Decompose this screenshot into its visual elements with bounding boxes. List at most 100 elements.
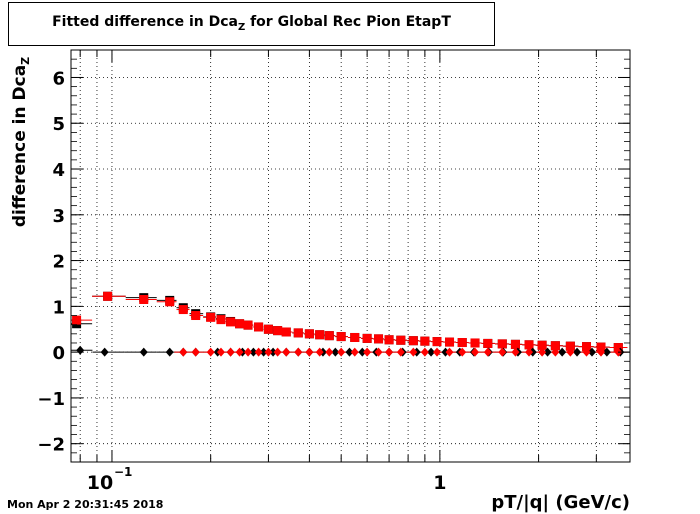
data-point-diamond <box>363 347 372 357</box>
data-point-diamond <box>385 347 394 357</box>
data-point-square <box>103 291 113 301</box>
data-point-square <box>139 294 149 304</box>
data-point-diamond <box>337 347 346 357</box>
y-tick-label: 2 <box>52 252 65 273</box>
data-point-diamond <box>558 347 567 357</box>
y-tick-label: −2 <box>37 435 65 456</box>
data-point-diamond <box>179 347 188 357</box>
data-point-diamond <box>139 347 148 357</box>
data-point-square <box>350 332 360 342</box>
data-point-diamond <box>543 347 552 357</box>
data-point-diamond <box>458 347 467 357</box>
data-point-square <box>408 336 418 346</box>
y-tick-label: 1 <box>52 297 65 318</box>
data-point-square <box>178 305 188 315</box>
y-tick-label: 4 <box>52 160 65 181</box>
x-tick-exponent: −1 <box>114 465 132 479</box>
data-point-diamond <box>259 347 268 357</box>
data-point-square <box>336 332 346 342</box>
data-point-diamond <box>483 347 492 357</box>
data-point-diamond <box>216 347 225 357</box>
data-point-square <box>396 335 406 345</box>
data-point-diamond <box>76 345 85 355</box>
axis-ticks <box>71 50 630 463</box>
data-point-square <box>72 315 82 325</box>
data-point-square <box>324 331 334 341</box>
data-point-diamond <box>282 347 291 357</box>
x-tick-label: 1 <box>433 472 446 494</box>
data-point-diamond <box>427 347 436 357</box>
data-point-square <box>315 330 325 340</box>
data-point-diamond <box>597 347 606 357</box>
data-point-diamond <box>100 347 109 357</box>
data-point-diamond <box>165 347 174 357</box>
grid-lines <box>71 50 630 462</box>
data-point-diamond <box>573 347 582 357</box>
data-point-diamond <box>445 347 454 357</box>
data-point-diamond <box>587 347 596 357</box>
data-point-diamond <box>433 347 442 357</box>
data-point-diamond <box>273 347 282 357</box>
chart-title: Fitted difference in DcaZ for Global Rec… <box>52 14 451 33</box>
data-point-diamond <box>511 347 520 357</box>
x-tick-label: 10 <box>87 472 113 494</box>
data-point-diamond <box>244 347 253 357</box>
data-point-square <box>293 328 303 338</box>
data-point-square <box>550 341 560 351</box>
data-point-square <box>235 319 245 329</box>
y-axis-label: difference in DcaZ <box>9 56 33 228</box>
y-tick-label: −1 <box>37 389 65 410</box>
data-point-diamond <box>525 347 534 357</box>
data-point-square <box>226 317 236 327</box>
data-point-square <box>537 340 547 350</box>
data-point-square <box>216 315 226 325</box>
data-point-square <box>457 338 467 348</box>
data-point-square <box>483 338 493 348</box>
data-point-diamond <box>269 347 278 357</box>
data-point-square <box>191 311 201 321</box>
data-point-square <box>497 339 507 349</box>
y-tick-label: 5 <box>52 114 65 135</box>
data-point-square <box>263 324 273 334</box>
data-point-square <box>565 341 575 351</box>
chart-title-box: Fitted difference in DcaZ for Global Rec… <box>8 2 495 46</box>
data-point-diamond <box>315 347 324 357</box>
data-point-square <box>470 338 480 348</box>
data-point-diamond <box>602 347 611 357</box>
data-point-diamond <box>294 347 303 357</box>
x-axis-label: pT/|q| (GeV/c) <box>491 492 630 513</box>
data-markers <box>72 291 625 357</box>
data-point-square <box>362 333 372 343</box>
data-point-square <box>420 336 430 346</box>
data-point-diamond <box>566 347 575 357</box>
data-point-diamond <box>409 347 418 357</box>
data-point-square <box>596 342 606 352</box>
y-tick-label: 6 <box>52 68 65 89</box>
data-point-square <box>582 342 592 352</box>
data-point-diamond <box>254 347 263 357</box>
plot-frame <box>70 49 631 463</box>
data-point-diamond <box>551 347 560 357</box>
data-point-diamond <box>374 347 383 357</box>
data-point-square <box>254 322 264 332</box>
data-point-diamond <box>226 347 235 357</box>
data-point-diamond <box>235 347 244 357</box>
data-point-square <box>281 327 291 337</box>
data-point-square <box>165 297 175 307</box>
data-point-square <box>206 312 216 322</box>
data-point-diamond <box>498 347 507 357</box>
data-point-square <box>243 320 253 330</box>
data-point-square <box>613 343 623 353</box>
data-point-diamond <box>582 347 591 357</box>
y-tick-label: 3 <box>52 206 65 227</box>
data-point-diamond <box>350 347 359 357</box>
data-point-square <box>374 334 384 344</box>
data-point-square <box>273 326 283 336</box>
data-point-diamond <box>420 347 429 357</box>
data-point-square <box>524 340 534 350</box>
data-point-diamond <box>331 347 340 357</box>
data-point-diamond <box>191 347 200 357</box>
data-point-square <box>304 329 314 339</box>
